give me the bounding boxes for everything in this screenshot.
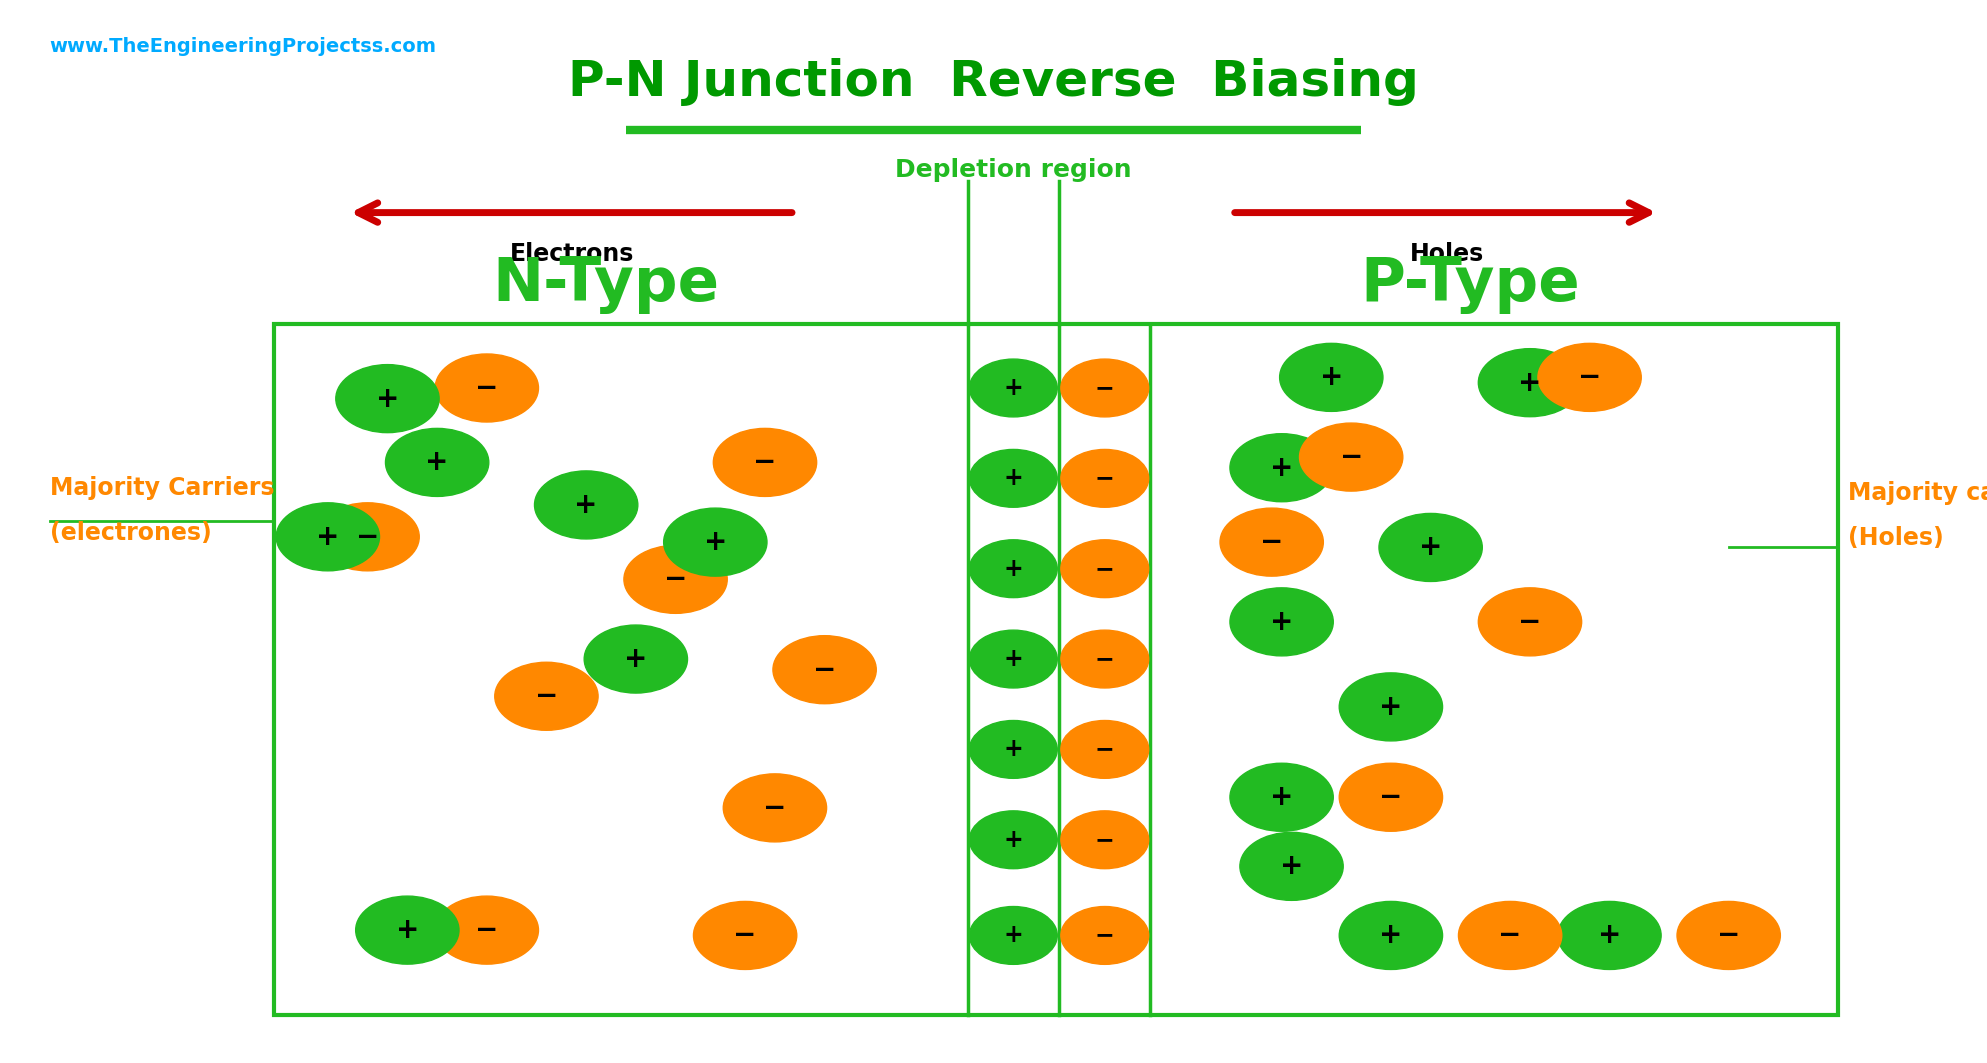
Ellipse shape xyxy=(970,907,1057,964)
Ellipse shape xyxy=(1339,901,1443,969)
Text: +: + xyxy=(1379,922,1403,949)
Text: +: + xyxy=(376,385,399,412)
Ellipse shape xyxy=(970,811,1057,868)
Ellipse shape xyxy=(495,662,598,730)
Ellipse shape xyxy=(970,450,1057,507)
Ellipse shape xyxy=(356,896,459,964)
Ellipse shape xyxy=(1230,588,1333,656)
Ellipse shape xyxy=(1280,343,1383,411)
Text: +: + xyxy=(425,449,449,476)
Ellipse shape xyxy=(723,774,827,842)
Ellipse shape xyxy=(1061,721,1148,778)
Ellipse shape xyxy=(535,471,638,539)
Text: −: − xyxy=(813,656,837,684)
Text: −: − xyxy=(1095,557,1115,580)
Text: −: − xyxy=(1095,376,1115,400)
Text: +: + xyxy=(1003,738,1023,761)
Ellipse shape xyxy=(584,625,688,693)
Text: +: + xyxy=(1419,534,1443,561)
Ellipse shape xyxy=(435,354,538,422)
Text: +: + xyxy=(1270,608,1294,636)
Text: −: − xyxy=(1717,922,1741,949)
Ellipse shape xyxy=(316,503,419,571)
Text: +: + xyxy=(1379,693,1403,721)
Text: Electrons: Electrons xyxy=(511,242,634,267)
Ellipse shape xyxy=(1061,907,1148,964)
Ellipse shape xyxy=(1478,349,1582,417)
Text: +: + xyxy=(316,523,340,551)
Text: −: − xyxy=(1260,528,1284,556)
Text: Majority Carriers: Majority Carriers xyxy=(50,475,274,500)
Text: www.TheEngineeringProjectss.com: www.TheEngineeringProjectss.com xyxy=(50,37,437,56)
Text: +: + xyxy=(1598,922,1621,949)
Text: (Holes): (Holes) xyxy=(1848,526,1943,551)
Text: −: − xyxy=(1339,443,1363,471)
Ellipse shape xyxy=(385,428,489,496)
Ellipse shape xyxy=(1061,359,1148,417)
Ellipse shape xyxy=(624,545,727,613)
Ellipse shape xyxy=(1339,673,1443,741)
Text: +: + xyxy=(1003,376,1023,400)
Text: (electrones): (electrones) xyxy=(50,521,211,545)
Text: Holes: Holes xyxy=(1409,242,1484,267)
Text: −: − xyxy=(1379,783,1403,811)
Ellipse shape xyxy=(970,630,1057,688)
Ellipse shape xyxy=(773,636,876,704)
Ellipse shape xyxy=(435,896,538,964)
Text: −: − xyxy=(753,449,777,476)
Ellipse shape xyxy=(713,428,817,496)
Text: +: + xyxy=(1518,369,1542,396)
Text: +: + xyxy=(1003,467,1023,490)
Ellipse shape xyxy=(1220,508,1323,576)
Ellipse shape xyxy=(276,503,380,571)
Ellipse shape xyxy=(1558,901,1661,969)
Text: +: + xyxy=(703,528,727,556)
Text: +: + xyxy=(1280,853,1303,880)
Ellipse shape xyxy=(970,721,1057,778)
Text: +: + xyxy=(1003,828,1023,851)
Ellipse shape xyxy=(1299,423,1403,491)
Text: −: − xyxy=(356,523,380,551)
Ellipse shape xyxy=(336,365,439,433)
Ellipse shape xyxy=(1061,811,1148,868)
Ellipse shape xyxy=(970,359,1057,417)
Ellipse shape xyxy=(1061,630,1148,688)
Text: −: − xyxy=(664,566,688,593)
Text: −: − xyxy=(1095,647,1115,671)
Text: +: + xyxy=(1270,454,1294,482)
Text: −: − xyxy=(1518,608,1542,636)
Text: Majority carriers: Majority carriers xyxy=(1848,480,1987,505)
Ellipse shape xyxy=(1379,513,1482,581)
Ellipse shape xyxy=(1478,588,1582,656)
Ellipse shape xyxy=(1230,763,1333,831)
Text: N-Type: N-Type xyxy=(493,255,719,315)
Ellipse shape xyxy=(1458,901,1562,969)
Text: +: + xyxy=(1003,557,1023,580)
Ellipse shape xyxy=(1061,540,1148,597)
Text: Depletion region: Depletion region xyxy=(894,158,1133,182)
Ellipse shape xyxy=(1538,343,1641,411)
Text: P-N Junction  Reverse  Biasing: P-N Junction Reverse Biasing xyxy=(568,58,1419,106)
Text: +: + xyxy=(624,645,648,673)
Text: −: − xyxy=(1095,738,1115,761)
Text: −: − xyxy=(1095,924,1115,947)
Text: −: − xyxy=(1498,922,1522,949)
Text: P-Type: P-Type xyxy=(1361,255,1580,315)
Ellipse shape xyxy=(664,508,767,576)
Ellipse shape xyxy=(1339,763,1443,831)
Ellipse shape xyxy=(1240,832,1343,900)
Text: −: − xyxy=(475,374,499,402)
Text: +: + xyxy=(574,491,598,519)
Bar xyxy=(274,324,1838,1015)
Ellipse shape xyxy=(1061,450,1148,507)
Text: −: − xyxy=(763,794,787,822)
Text: +: + xyxy=(1270,783,1294,811)
Ellipse shape xyxy=(1677,901,1780,969)
Text: −: − xyxy=(1095,467,1115,490)
Text: +: + xyxy=(1003,924,1023,947)
Text: −: − xyxy=(733,922,757,949)
Text: +: + xyxy=(395,916,419,944)
Ellipse shape xyxy=(1230,434,1333,502)
Text: +: + xyxy=(1319,364,1343,391)
